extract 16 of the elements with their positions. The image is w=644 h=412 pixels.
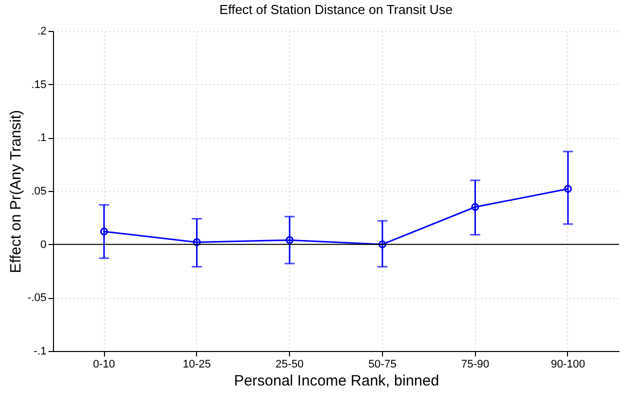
x-axis-title: Personal Income Rank, binned — [234, 372, 440, 390]
y-tick-label: .05 — [31, 186, 46, 198]
x-tick-label: 50-75 — [368, 358, 396, 370]
y-tick-label: 0 — [40, 238, 46, 251]
y-tick-label: -.05 — [28, 292, 46, 304]
y-axis-title: Effect on Pr(Any Transit) — [8, 110, 25, 274]
y-tick-label: .1 — [37, 132, 46, 144]
x-tick-label: 0-10 — [93, 358, 116, 370]
y-tick-label: -.1 — [34, 346, 46, 358]
y-tick-label: .2 — [37, 26, 46, 38]
x-tick-label: 75-90 — [461, 358, 490, 370]
x-tick-label: 25-50 — [276, 358, 304, 370]
x-tick-label: 90-100 — [550, 358, 586, 370]
x-tick-label: 10-25 — [182, 358, 211, 370]
chart-title: Effect of Station Distance on Transit Use — [219, 2, 453, 17]
y-tick-label: .15 — [31, 78, 46, 91]
